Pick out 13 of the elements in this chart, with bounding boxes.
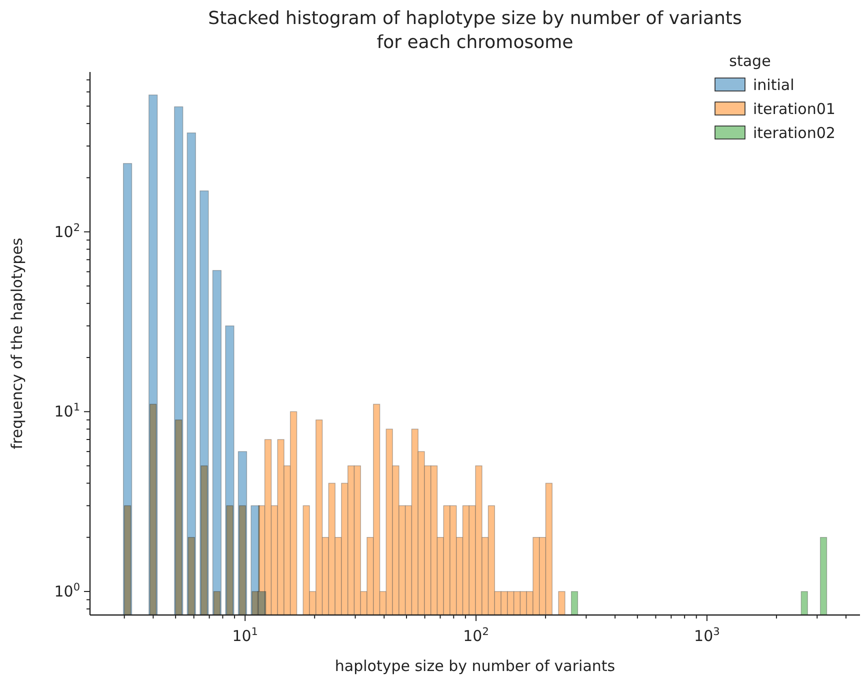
x-tick-label: 10$^{3}$ xyxy=(694,626,720,645)
y-tick-label: 10$^{0}$ xyxy=(54,581,80,600)
y-tick-label: 10$^{1}$ xyxy=(54,402,80,421)
legend-label: iteration01 xyxy=(753,100,836,118)
legend-label: initial xyxy=(753,76,794,94)
chart-title: Stacked histogram of haplotype size by number of variants for each chromosome xyxy=(208,8,742,53)
x-axis-title: haplotype size by number of variants xyxy=(334,657,616,675)
y-axis-title: frequency of the haplotypes xyxy=(8,238,26,450)
legend-label: iteration02 xyxy=(753,124,836,142)
legend-title: stage xyxy=(729,52,771,70)
x-tick-label: 10$^{1}$ xyxy=(232,626,258,645)
x-tick-label: 10$^{2}$ xyxy=(463,626,489,645)
y-tick-label: 10$^{2}$ xyxy=(54,222,80,241)
